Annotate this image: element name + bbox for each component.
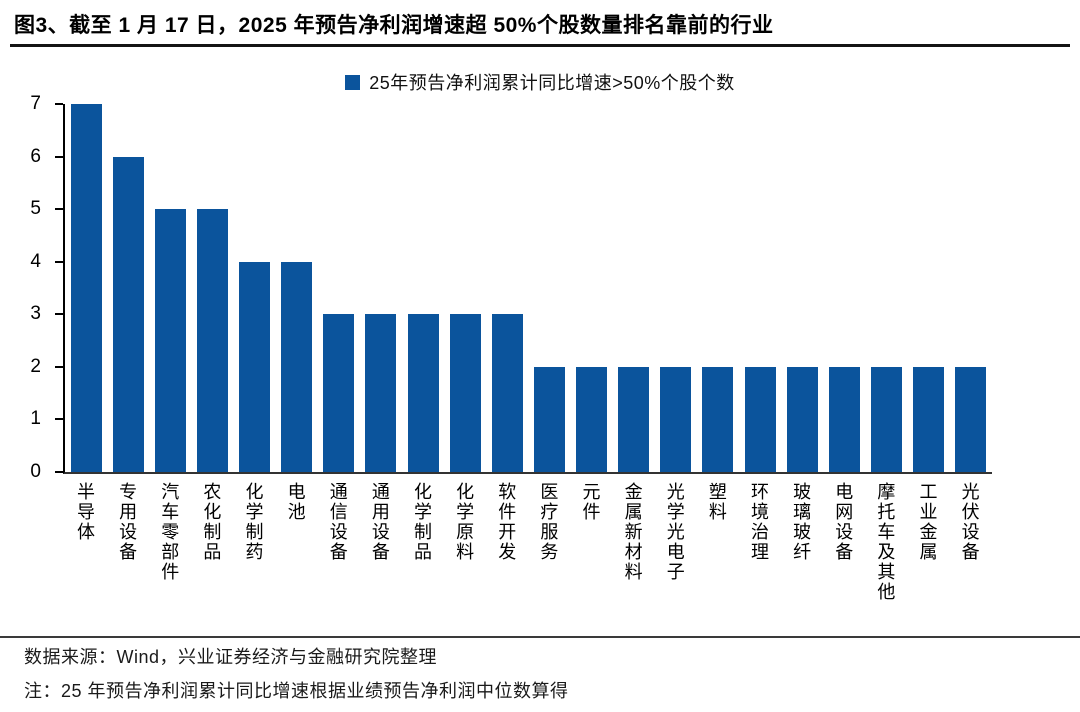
legend-marker-icon bbox=[345, 74, 361, 90]
y-tick-mark bbox=[55, 365, 63, 368]
x-axis-label: 光学光电子 bbox=[664, 482, 685, 582]
x-axis-label: 农化制品 bbox=[201, 482, 222, 562]
bar bbox=[70, 104, 102, 472]
y-tick-mark bbox=[55, 313, 63, 316]
x-axis-label: 化学原料 bbox=[454, 482, 475, 562]
bar bbox=[702, 366, 734, 472]
bar bbox=[491, 314, 523, 472]
bar bbox=[576, 366, 608, 472]
footnote: 注：25 年预告净利润累计同比增速根据业绩预告净利润中位数算得 bbox=[24, 681, 569, 701]
footer-divider bbox=[0, 636, 1080, 638]
x-axis-label: 医疗服务 bbox=[538, 482, 559, 562]
y-tick-label: 6 bbox=[30, 145, 41, 167]
x-axis-label: 工业金属 bbox=[917, 482, 938, 562]
x-axis-label: 通用设备 bbox=[369, 482, 390, 562]
x-axis-label: 元件 bbox=[580, 482, 601, 522]
x-axis-label: 专用设备 bbox=[117, 482, 138, 562]
figure-title: 图3、截至 1 月 17 日，2025 年预告净利润增速超 50%个股数量排名靠… bbox=[14, 14, 774, 37]
x-axis-label: 通信设备 bbox=[327, 482, 348, 562]
chart-legend: 25年预告净利润累计同比增速>50%个股个数 bbox=[0, 69, 1080, 95]
x-axis-label: 化学制品 bbox=[411, 482, 432, 562]
x-axis-label: 玻璃玻纤 bbox=[791, 482, 812, 562]
x-axis-label: 电网设备 bbox=[833, 482, 854, 562]
bar bbox=[154, 209, 186, 472]
bar bbox=[281, 261, 313, 472]
bar bbox=[913, 366, 945, 472]
y-tick-label: 1 bbox=[30, 408, 41, 430]
y-tick-label: 2 bbox=[30, 355, 41, 377]
title-divider bbox=[10, 44, 1070, 47]
y-tick-mark bbox=[55, 103, 63, 105]
bar bbox=[870, 366, 902, 472]
bar bbox=[828, 366, 860, 472]
bar bbox=[955, 366, 987, 472]
x-axis-label: 光伏设备 bbox=[959, 482, 980, 562]
x-axis-label: 塑料 bbox=[706, 482, 727, 522]
bar bbox=[660, 366, 692, 472]
y-tick-label: 7 bbox=[30, 93, 41, 114]
x-axis-labels: 半导体 专用设备 汽车零部件 农化制品 化学制药 电池 通信设备 通用设备 化学制品 化学原料 软件… bbox=[63, 482, 990, 630]
x-axis-label: 软件开发 bbox=[496, 482, 517, 562]
y-axis: 0 1 2 3 4 5 6 7 bbox=[0, 93, 63, 482]
data-source: 数据来源：Wind，兴业证券经济与金融研究院整理 bbox=[24, 647, 438, 667]
y-tick-label: 0 bbox=[30, 461, 41, 482]
bar bbox=[449, 314, 481, 472]
x-axis-label: 半导体 bbox=[74, 482, 95, 542]
bar bbox=[112, 156, 144, 472]
x-axis-label: 环境治理 bbox=[748, 482, 769, 562]
y-tick-mark bbox=[55, 208, 63, 211]
x-axis-label: 电池 bbox=[285, 482, 306, 522]
y-tick-mark bbox=[55, 155, 63, 158]
x-axis-label: 汽车零部件 bbox=[159, 482, 180, 582]
x-axis-label: 化学制药 bbox=[243, 482, 264, 562]
y-tick-label: 5 bbox=[30, 198, 41, 220]
bar bbox=[533, 366, 565, 472]
bar bbox=[196, 209, 228, 472]
bar bbox=[239, 261, 271, 472]
bar bbox=[786, 366, 818, 472]
y-tick-mark bbox=[55, 418, 63, 421]
y-tick-mark bbox=[55, 471, 63, 473]
y-tick-mark bbox=[55, 260, 63, 263]
y-tick-label: 3 bbox=[30, 303, 41, 325]
y-tick-label: 4 bbox=[30, 250, 41, 272]
bar bbox=[618, 366, 650, 472]
x-axis-label: 摩托车及其他 bbox=[875, 482, 896, 602]
legend-label: 25年预告净利润累计同比增速>50%个股个数 bbox=[369, 73, 735, 93]
bar bbox=[323, 314, 355, 472]
bar bbox=[407, 314, 439, 472]
bar bbox=[744, 366, 776, 472]
x-axis-label: 金属新材料 bbox=[622, 482, 643, 582]
plot-area bbox=[63, 104, 992, 474]
bar bbox=[365, 314, 397, 472]
